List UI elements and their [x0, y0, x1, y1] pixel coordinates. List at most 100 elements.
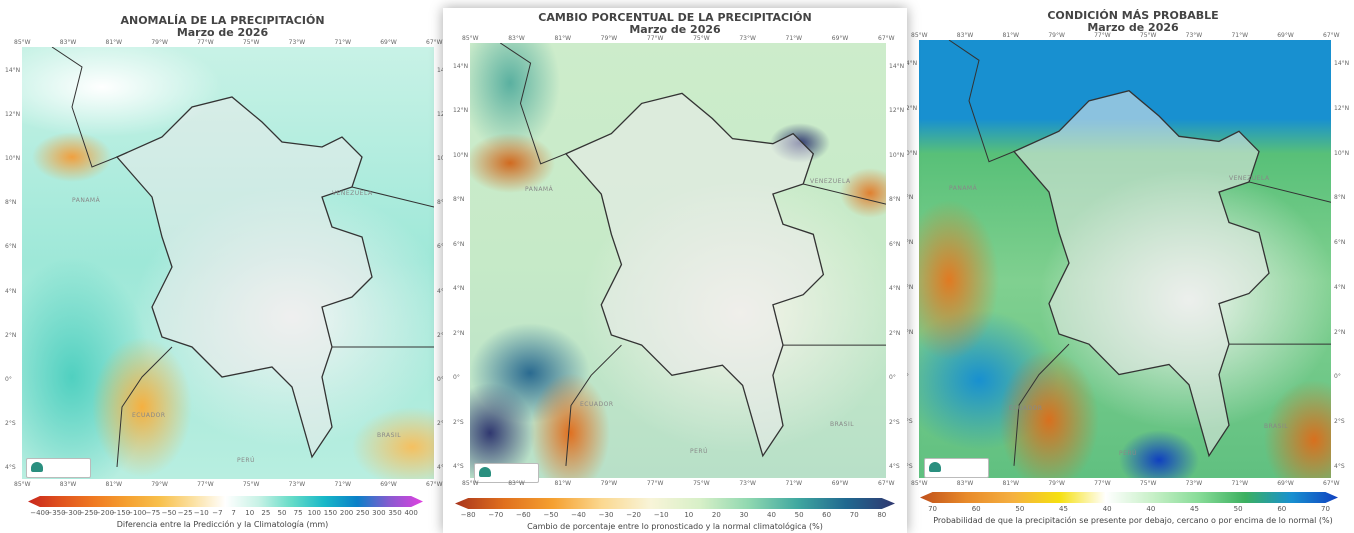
country-label-brasil: BRASIL — [377, 432, 402, 439]
colorbar-tick-label: −25 — [177, 509, 193, 517]
colorbar-tick-label: 75 — [293, 509, 303, 517]
lon-label-bottom: 85°W — [911, 480, 928, 487]
lon-label-top: 79°W — [151, 39, 168, 46]
lon-label-top: 67°W — [878, 35, 895, 42]
lat-label-right: 2°S — [1334, 418, 1345, 426]
colorbar-tick-label: 60 — [971, 505, 981, 513]
lon-label-bottom: 75°W — [242, 481, 260, 488]
colorbar-tick-label: −150 — [110, 509, 131, 517]
colorbar-tick-label: −10 — [193, 509, 209, 517]
lon-label-bottom: 67°W — [878, 480, 895, 487]
lat-label-right: 4°N — [1334, 283, 1346, 291]
colorbar-tick-label: 80 — [877, 511, 887, 519]
colorbar-tick-label: 40 — [767, 511, 776, 519]
colorbar-tick-label: 40 — [1146, 505, 1156, 513]
lat-label-right: 12°N — [889, 107, 905, 115]
lon-label-bottom: 75°W — [693, 480, 710, 487]
colorbar-tick-label: −75 — [145, 509, 161, 517]
colorbar-tick-label: −50 — [161, 509, 177, 517]
anomaly-map[interactable]: VENEZUELA PERÚ BRASIL ECUADOR PANAMÁ — [22, 47, 434, 479]
most-probable-map[interactable]: VENEZUELA PERÚ BRASIL ECUADOR PANAMÁ — [919, 40, 1331, 478]
lon-label-bottom: 81°W — [554, 480, 572, 487]
country-label-brasil: BRASIL — [830, 421, 855, 428]
colorbar-tick-label: −20 — [626, 511, 642, 519]
lat-label-left: 12°N — [902, 104, 918, 112]
colorbar-tick-label: −400 — [30, 509, 50, 517]
lat-label-left: 4°N — [453, 285, 465, 293]
panel-subtitle: Marzo de 2026 — [1087, 21, 1179, 34]
lon-label-top: 79°W — [600, 35, 618, 42]
colorbar-tick-label: 60 — [822, 511, 832, 519]
lat-label-left: 8°N — [453, 196, 465, 204]
lat-label-left: 0° — [5, 375, 12, 383]
lon-label-bottom: 77°W — [1094, 480, 1111, 487]
lat-label-right: 2°N — [437, 332, 448, 339]
lon-label-top: 71°W — [334, 39, 352, 46]
country-label-peru: PERÚ — [1119, 450, 1137, 457]
colombia-border — [115, 96, 373, 459]
colorbar-tick-label: 25 — [261, 509, 271, 517]
country-label-ecuador: ECUADOR — [580, 401, 614, 408]
country-label-brasil: BRASIL — [1264, 423, 1289, 430]
lon-label-top: 71°W — [1231, 32, 1249, 39]
lat-label-right: 10°N — [1334, 149, 1350, 157]
colorbar-tick-label: 45 — [1190, 505, 1199, 513]
colorbar-tick-label: 50 — [794, 511, 804, 519]
lat-label-right: 0° — [889, 374, 896, 382]
lat-label-right: 4°N — [437, 288, 448, 295]
lon-label-top: 75°W — [693, 35, 710, 42]
lat-label-left: 12°N — [5, 111, 21, 119]
colorbar-tick-label: 250 — [356, 509, 370, 517]
lat-label-right: 14°N — [889, 63, 905, 70]
colorbar-tick-label: 45 — [1059, 505, 1068, 513]
lat-label-left: 4°S — [902, 463, 913, 470]
lon-label-top: 69°W — [831, 35, 849, 42]
lon-label-top: 71°W — [785, 35, 803, 42]
institution-logo — [26, 458, 91, 478]
lon-label-bottom: 79°W — [1048, 480, 1065, 487]
lat-label-right: 2°S — [889, 418, 900, 426]
coastline — [500, 43, 886, 466]
lon-label-bottom: 73°W — [288, 481, 306, 488]
lat-label-left: 14°N — [5, 67, 21, 74]
lat-label-right: 8°N — [437, 199, 448, 206]
lat-label-right: 10°N — [889, 151, 905, 159]
colorbar-tick-label: −40 — [571, 511, 586, 519]
lat-label-left: 10°N — [5, 155, 21, 163]
colorbar-label: Cambio de porcentaje entre lo pronostica… — [527, 522, 823, 531]
lat-label-right: 4°S — [889, 463, 900, 470]
lon-label-top: 77°W — [197, 39, 214, 46]
lon-label-bottom: 67°W — [1323, 480, 1340, 487]
percent-change-map[interactable]: VENEZUELA PERÚ BRASIL ECUADOR PANAMÁ — [470, 43, 886, 478]
colorbar-tick-label: 200 — [339, 509, 354, 517]
colorbar-tick-label: 60 — [1277, 505, 1287, 513]
lon-label-top: 85°W — [462, 35, 479, 42]
lon-label-bottom: 73°W — [1185, 480, 1203, 487]
lon-label-top: 83°W — [956, 32, 974, 39]
lon-label-top: 75°W — [1139, 32, 1157, 39]
lon-label-bottom: 77°W — [197, 481, 214, 488]
colorbar-tick-label: −350 — [46, 509, 66, 517]
lon-label-bottom: 85°W — [462, 480, 479, 487]
lon-label-bottom: 79°W — [600, 480, 618, 487]
lat-label-left: 14°N — [453, 63, 469, 70]
lon-label-bottom: 83°W — [59, 481, 77, 488]
country-label-panama: PANAMÁ — [72, 197, 101, 204]
colorbar-tick-label: 400 — [404, 509, 418, 517]
colorbar — [920, 492, 1338, 503]
lat-label-right: 2°N — [889, 329, 901, 337]
lat-label-left: 6°N — [453, 240, 465, 248]
lon-label-top: 83°W — [508, 35, 525, 42]
panel-title: ANOMALÍA DE LA PRECIPITACIÓN — [120, 14, 325, 27]
colorbar-tick-label: 50 — [1015, 505, 1025, 513]
lon-label-bottom: 73°W — [739, 480, 756, 487]
lon-label-top: 85°W — [911, 32, 928, 39]
lon-label-bottom: 85°W — [14, 481, 31, 488]
colorbar-tick-label: −10 — [653, 511, 669, 519]
lon-label-top: 77°W — [646, 35, 664, 42]
colorbar-tick-label: 350 — [388, 509, 402, 517]
colorbar-tick-label: −30 — [598, 511, 614, 519]
colorbar-tick-label: −300 — [62, 509, 82, 517]
lon-label-bottom: 69°W — [1277, 480, 1294, 487]
panel-title: CONDICIÓN MÁS PROBABLE — [1047, 9, 1219, 22]
